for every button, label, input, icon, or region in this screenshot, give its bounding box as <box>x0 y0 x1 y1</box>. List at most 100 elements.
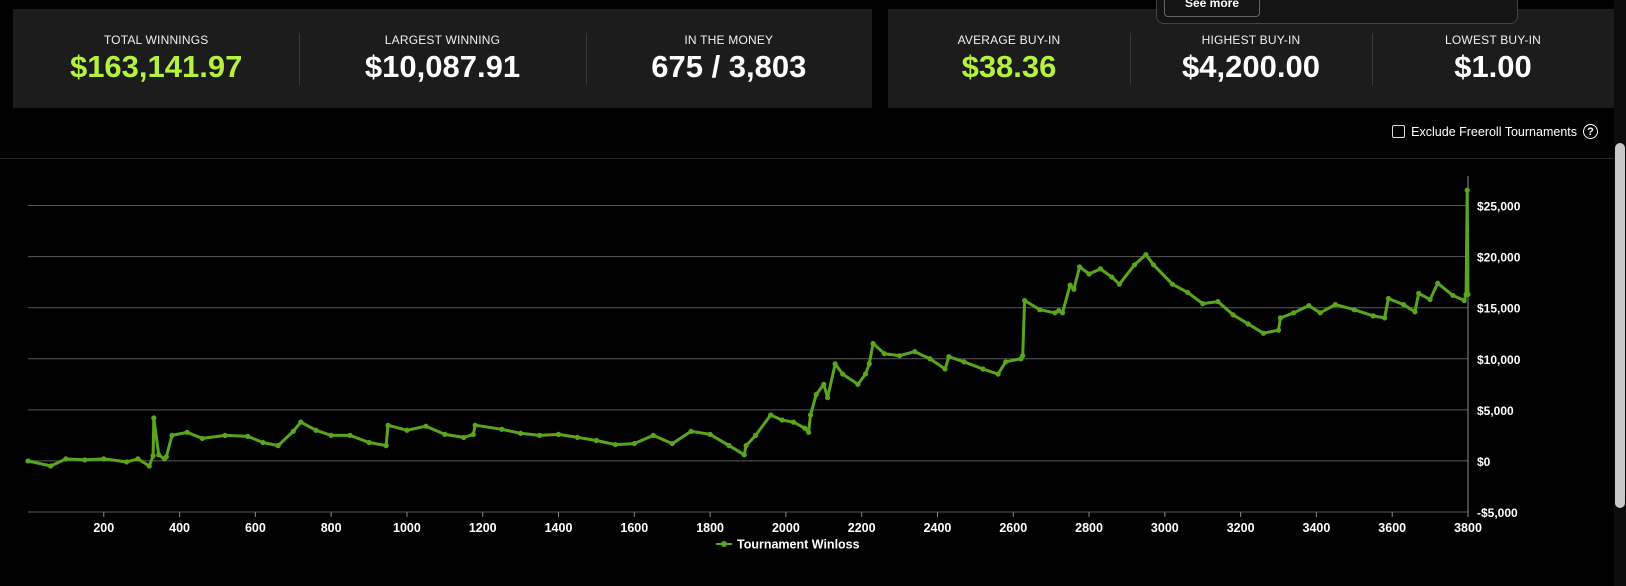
data-point <box>1461 297 1467 304</box>
data-point <box>275 443 281 449</box>
data-point <box>574 434 581 441</box>
exclude-freeroll-checkbox[interactable] <box>1392 125 1406 138</box>
data-point <box>404 427 410 433</box>
stat-label: HIGHEST BUY-IN <box>1201 33 1301 47</box>
y-tick-label: $10,000 <box>1477 353 1521 367</box>
data-point <box>423 423 429 429</box>
x-tick-label: 600 <box>245 521 266 535</box>
data-point <box>1215 298 1221 305</box>
data-point <box>813 391 819 398</box>
data-point <box>1416 290 1422 296</box>
data-point <box>1230 312 1236 318</box>
stat-total-winnings: TOTAL WINNINGS $163,141.97 <box>13 9 299 108</box>
data-point <box>383 443 389 449</box>
data-point <box>1306 303 1312 309</box>
stat-label: LOWEST BUY-IN <box>1445 33 1541 47</box>
data-point <box>669 440 675 447</box>
stat-highest-buy-in: HIGHEST BUY-IN $4,200.00 <box>1130 9 1372 108</box>
data-point <box>1020 353 1026 359</box>
stat-lowest-buy-in: LOWEST BUY-IN $1.00 <box>1372 9 1614 108</box>
stat-in-the-money: IN THE MONEY 675 / 3,803 <box>585 9 872 108</box>
x-tick-label: 3000 <box>1151 521 1179 535</box>
data-point <box>1385 295 1392 302</box>
data-point <box>1150 262 1157 268</box>
data-point <box>1465 291 1471 298</box>
data-point <box>151 415 157 421</box>
data-point <box>184 429 190 435</box>
stat-label: AVERAGE BUY-IN <box>957 33 1061 47</box>
data-point <box>123 459 130 465</box>
data-point <box>328 432 334 438</box>
data-point <box>726 443 732 449</box>
data-point <box>156 452 162 458</box>
data-point <box>631 440 637 447</box>
stats-panel-buyins: AVERAGE BUY-IN $38.36 HIGHEST BUY-IN $4,200… <box>888 9 1614 108</box>
data-point <box>912 349 918 355</box>
data-point <box>518 430 524 436</box>
data-point <box>1382 315 1388 321</box>
data-point <box>1260 330 1266 336</box>
stat-largest-winning: LARGEST WINNING $10,087.91 <box>299 9 585 108</box>
data-point <box>741 452 747 458</box>
y-tick-label: $20,000 <box>1477 251 1521 265</box>
y-tick-label: $25,000 <box>1477 200 1521 214</box>
x-tick-label: 3400 <box>1303 521 1331 535</box>
data-point <box>593 437 600 444</box>
stat-value: $38.36 <box>961 49 1057 84</box>
data-point <box>169 432 175 438</box>
data-point <box>743 443 749 449</box>
y-tick-label: $5,000 <box>1477 404 1514 418</box>
y-tick-label: $0 <box>1477 455 1491 469</box>
data-point <box>881 351 888 357</box>
data-point <box>779 417 785 423</box>
x-tick-label: 200 <box>93 521 114 535</box>
data-point <box>461 434 467 441</box>
data-point <box>135 456 141 462</box>
data-point <box>555 431 562 437</box>
x-tick-label: 1600 <box>620 521 648 535</box>
data-point <box>1131 262 1138 268</box>
x-tick-label: 3200 <box>1227 521 1255 535</box>
data-point <box>1059 310 1066 316</box>
data-point <box>1317 310 1323 316</box>
data-point <box>802 425 808 431</box>
winloss-chart: -$5,000 $0 $5,000 $10,000 $15,000 $20,000 $25,… <box>25 176 1521 552</box>
data-point <box>870 340 876 347</box>
data-point <box>980 366 986 372</box>
data-point <box>1332 302 1338 308</box>
data-point <box>163 454 169 460</box>
data-point <box>896 353 903 359</box>
data-point <box>260 439 266 446</box>
data-point <box>1450 292 1456 299</box>
y-tick-label: -$5,000 <box>1477 506 1518 520</box>
stat-value: $163,141.97 <box>69 49 243 84</box>
data-point <box>612 441 618 448</box>
x-tick-label: 400 <box>169 521 190 535</box>
data-point <box>1086 271 1092 277</box>
see-more-button[interactable]: See more <box>1164 0 1260 17</box>
data-point <box>313 427 319 433</box>
data-point <box>961 359 967 365</box>
data-point <box>650 432 656 438</box>
data-point <box>806 429 812 435</box>
data-point <box>855 381 861 387</box>
data-point <box>1071 286 1077 292</box>
exclude-freeroll-filter[interactable]: Exclude Freeroll Tournaments ? <box>1392 124 1598 139</box>
data-point <box>290 428 296 434</box>
scrollbar-thumb[interactable] <box>1615 143 1625 508</box>
data-point <box>1109 274 1115 280</box>
data-point <box>824 394 831 401</box>
data-point <box>298 419 304 425</box>
data-point <box>472 422 478 428</box>
data-point <box>101 456 107 462</box>
question-circle-icon[interactable]: ? <box>1583 124 1598 139</box>
data-point <box>995 371 1001 377</box>
x-tick-label: 1800 <box>696 521 724 535</box>
data-point <box>821 381 827 387</box>
x-tick-label: 2600 <box>999 521 1027 535</box>
data-point <box>48 463 54 469</box>
data-point <box>1143 251 1149 258</box>
x-tick-label: 2800 <box>1075 521 1103 535</box>
legend-label: Tournament Winloss <box>737 538 860 552</box>
data-point <box>1370 313 1376 319</box>
